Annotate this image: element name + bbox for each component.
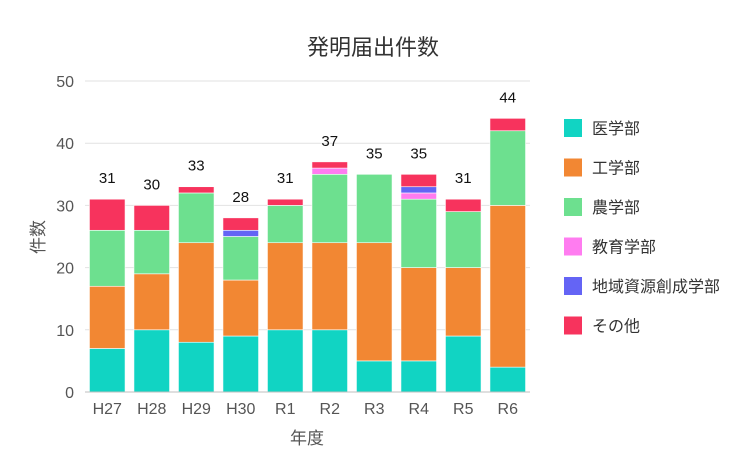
bar-segment — [356, 242, 393, 362]
legend-swatch — [564, 277, 582, 295]
x-tick-label: H30 — [226, 401, 255, 418]
x-tick-label: H27 — [93, 401, 122, 418]
chart-title: 発明届出件数 — [307, 36, 439, 61]
bar-segment — [311, 242, 348, 331]
bars — [89, 118, 526, 393]
bar-segment — [400, 192, 437, 200]
y-tick-label: 30 — [56, 198, 74, 215]
bar-segment — [267, 242, 304, 331]
bar-segment — [311, 167, 348, 175]
legend-label: 工学部 — [592, 159, 640, 178]
bar-segment — [267, 329, 304, 393]
bar-segment — [133, 229, 170, 275]
total-label: 35 — [366, 145, 383, 162]
total-label: 31 — [455, 170, 472, 187]
y-tick-label: 20 — [56, 261, 74, 278]
bar-segment — [89, 348, 126, 393]
bar-segment — [400, 186, 437, 194]
y-tick-label: 10 — [56, 323, 74, 340]
bar-segment — [89, 229, 126, 287]
bar-segment — [222, 335, 259, 393]
x-tick-label: R6 — [498, 401, 519, 418]
legend-label: その他 — [592, 317, 640, 336]
total-label: 44 — [499, 89, 516, 106]
legend-label: 農学部 — [592, 198, 640, 217]
x-axis-ticks: H27 H28 H29 H30 R1 R2 R3 R4 R5 R6 — [93, 401, 519, 418]
x-tick-label: R5 — [453, 401, 474, 418]
bar-segment — [178, 242, 215, 343]
bar-segment — [400, 174, 437, 188]
legend-label: 地域資源創成学部 — [592, 277, 720, 296]
total-label: 30 — [143, 176, 160, 193]
legend-label: 教育学部 — [592, 238, 656, 257]
x-tick-label: R1 — [275, 401, 296, 418]
bar-segment — [267, 198, 304, 206]
legend-swatch — [564, 198, 582, 216]
x-tick-label: H29 — [182, 401, 211, 418]
y-axis-label: 件数 — [29, 220, 49, 254]
x-tick-label: R3 — [364, 401, 385, 418]
bar-segment — [400, 198, 437, 268]
bar-segment — [178, 186, 215, 194]
total-label: 31 — [99, 170, 116, 187]
legend-swatch — [564, 316, 582, 335]
bar-segment — [267, 205, 304, 244]
legend-swatch — [564, 119, 582, 137]
legend-swatch — [564, 158, 582, 177]
total-labels: 31 30 33 28 31 37 35 35 31 44 — [99, 89, 516, 206]
bar-segment — [356, 174, 393, 244]
legend-swatch — [564, 237, 582, 256]
bar-segment — [489, 205, 526, 368]
bar-segment — [445, 198, 482, 212]
total-label: 33 — [188, 158, 205, 175]
bar-segment — [489, 118, 526, 132]
bar-segment — [445, 267, 482, 337]
total-label: 28 — [232, 189, 249, 206]
bar-segment — [311, 329, 348, 393]
bar-segment — [222, 217, 259, 231]
bar-segment — [311, 174, 348, 244]
y-tick-label: 0 — [65, 385, 74, 402]
bar-segment — [445, 211, 482, 268]
x-tick-label: R4 — [409, 401, 430, 418]
bar-segment — [133, 329, 170, 393]
bar-segment — [400, 267, 437, 362]
legend-label: 医学部 — [592, 119, 640, 138]
bar-segment — [222, 236, 259, 281]
bar-segment — [445, 335, 482, 393]
total-label: 35 — [410, 145, 427, 162]
y-axis-ticks: 0 10 20 30 40 50 — [56, 74, 74, 402]
bar-segment — [311, 161, 348, 169]
bar-segment — [222, 279, 259, 337]
bar-segment — [178, 192, 215, 244]
total-label: 31 — [277, 170, 294, 187]
x-tick-label: R2 — [320, 401, 341, 418]
y-tick-label: 50 — [56, 74, 74, 91]
bar-segment — [400, 360, 437, 393]
bar-segment — [133, 205, 170, 231]
bar-segment — [178, 341, 215, 393]
bar-segment — [89, 285, 126, 349]
bar-segment — [489, 366, 526, 393]
x-tick-label: H28 — [137, 401, 166, 418]
x-axis-label: 年度 — [290, 429, 324, 449]
bar-segment — [133, 273, 170, 331]
bar-segment — [89, 198, 126, 231]
bar-segment — [489, 130, 526, 206]
y-tick-label: 40 — [56, 136, 74, 153]
total-label: 37 — [321, 133, 338, 150]
bar-segment — [222, 229, 259, 237]
bar-segment — [356, 360, 393, 393]
